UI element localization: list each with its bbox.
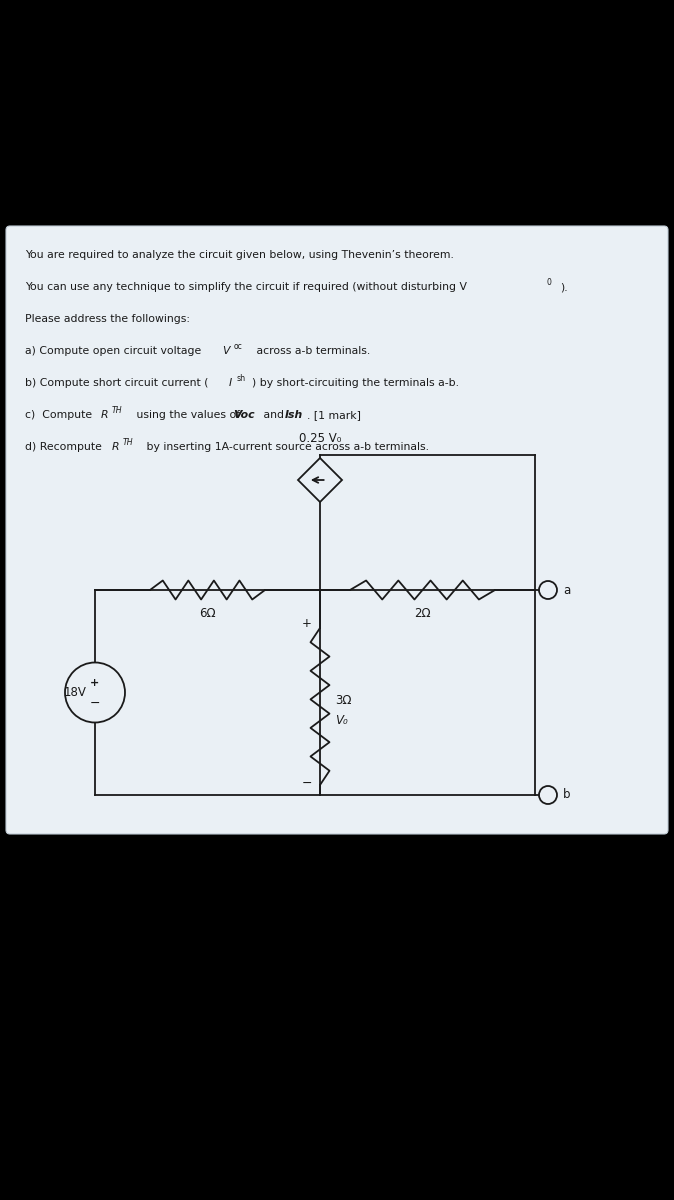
- FancyBboxPatch shape: [6, 226, 668, 834]
- Text: Voc: Voc: [233, 410, 255, 420]
- Text: 2Ω: 2Ω: [415, 607, 431, 620]
- Text: 18V: 18V: [64, 686, 87, 698]
- Text: sh: sh: [237, 374, 246, 383]
- Text: a: a: [563, 583, 570, 596]
- Text: 0.25 V₀: 0.25 V₀: [299, 432, 341, 445]
- Text: TH: TH: [123, 438, 133, 446]
- Text: You are required to analyze the circuit given below, using Thevenin’s theorem.: You are required to analyze the circuit …: [25, 250, 454, 260]
- Text: . [1 mark]: . [1 mark]: [307, 410, 361, 420]
- Text: −: −: [301, 778, 312, 790]
- Circle shape: [65, 662, 125, 722]
- Text: Please address the followings:: Please address the followings:: [25, 314, 190, 324]
- Text: a) Compute open circuit voltage: a) Compute open circuit voltage: [25, 346, 205, 356]
- Text: V₀: V₀: [335, 714, 348, 727]
- Text: R: R: [112, 442, 119, 452]
- Text: across a-b terminals.: across a-b terminals.: [253, 346, 370, 356]
- Circle shape: [539, 786, 557, 804]
- Text: and: and: [260, 410, 288, 420]
- Text: +: +: [302, 617, 312, 630]
- Text: b: b: [563, 788, 570, 802]
- Text: ).: ).: [560, 282, 568, 292]
- Text: R: R: [101, 410, 109, 420]
- Text: +: +: [90, 678, 100, 688]
- Text: d) Recompute: d) Recompute: [25, 442, 105, 452]
- Text: ) by short-circuiting the terminals a-b.: ) by short-circuiting the terminals a-b.: [252, 378, 459, 388]
- Text: I: I: [229, 378, 233, 388]
- Polygon shape: [298, 458, 342, 502]
- Text: 6Ω: 6Ω: [200, 607, 216, 620]
- Text: 0: 0: [547, 278, 552, 287]
- Text: TH: TH: [112, 406, 123, 415]
- Text: using the values of: using the values of: [133, 410, 243, 420]
- Text: −: −: [90, 697, 100, 710]
- Text: V: V: [222, 346, 230, 356]
- Text: You can use any technique to simplify the circuit if required (without disturbin: You can use any technique to simplify th…: [25, 282, 467, 292]
- Circle shape: [539, 581, 557, 599]
- Text: Ish: Ish: [285, 410, 303, 420]
- Text: c)  Compute: c) Compute: [25, 410, 96, 420]
- Text: b) Compute short circuit current (: b) Compute short circuit current (: [25, 378, 208, 388]
- Text: 3Ω: 3Ω: [335, 694, 352, 707]
- Text: by inserting 1A-current source across a-b terminals.: by inserting 1A-current source across a-…: [143, 442, 429, 452]
- Text: oc: oc: [234, 342, 243, 350]
